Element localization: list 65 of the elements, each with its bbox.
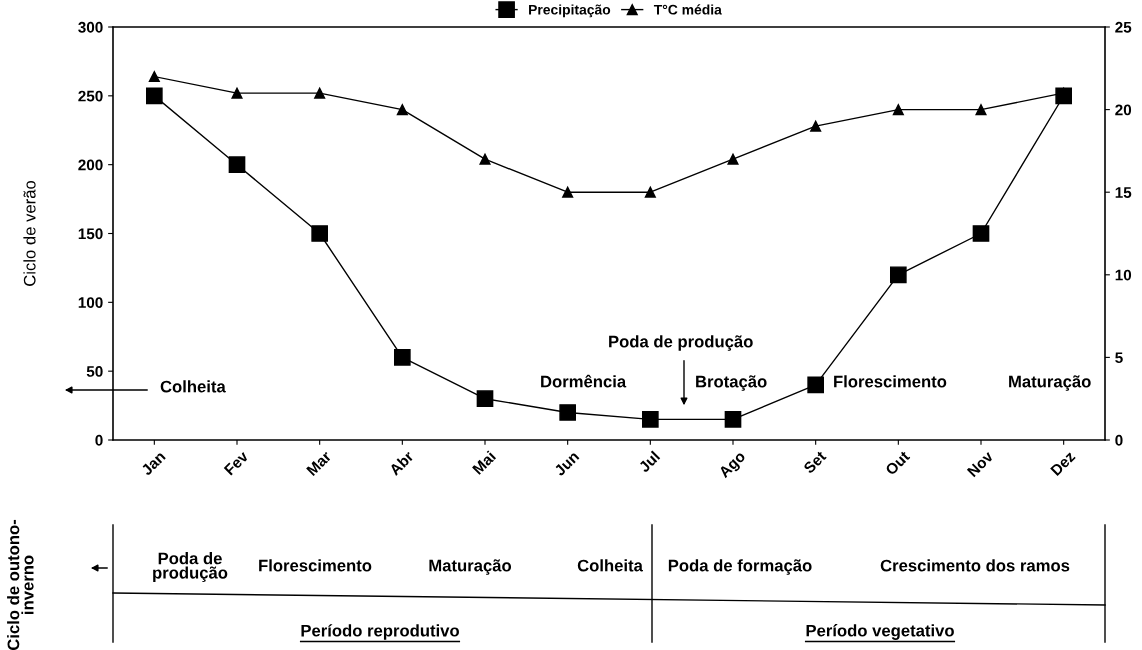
text: Poda de formação [668,559,812,575]
x-tick-label: Mai [471,450,497,475]
point [644,186,656,198]
y2-tick-label: 10 [1115,269,1132,281]
y-tick-label: 0 [95,434,103,446]
point [476,390,494,408]
y2-tick-label: 0 [1115,434,1123,446]
point [314,87,326,99]
legend-label: Precipitação [529,4,611,18]
point [559,404,577,421]
annotation: Poda de produção [609,335,753,351]
annotation: Brotação [696,375,767,391]
point [479,153,491,165]
point [641,411,659,428]
point [892,104,904,116]
y-axis-title: Ciclo de verão [23,180,36,286]
x-tick-label: Jul [637,450,661,474]
x-tick-label: Nov [966,450,995,478]
point [807,376,825,394]
point [148,71,160,83]
point [145,87,163,105]
text: Colheita [577,559,643,572]
annotation: Florescimento [834,375,947,388]
point [231,87,243,99]
x-tick-label: Dez [1050,450,1076,477]
point [972,225,990,242]
annotation: Colheita [160,380,226,393]
point [562,186,574,198]
point [311,225,329,242]
point [393,349,411,366]
x-tick-label: Jun [553,450,580,477]
text: Período reprodutivo [301,624,459,640]
text: Período vegetativo [806,624,954,640]
y2-tick-label: 15 [1115,187,1132,198]
x-tick-label: Jan [140,450,166,477]
y-tick-label: 200 [78,159,103,171]
text: Poda de produção [153,552,228,582]
point [810,120,822,132]
point [727,153,739,165]
x-tick-label: Fev [223,450,250,476]
text: Maturação [429,559,512,575]
point [228,156,246,174]
text: Florescimento [259,559,372,572]
point [724,411,742,428]
point [396,104,408,116]
legend-label: T°C média [653,4,722,15]
x-tick-label: Set [802,450,827,475]
annotation: Maturação [1009,375,1091,391]
y2-tick-label: 25 [1115,21,1132,33]
text: Crescimento dos ramos [880,559,1070,572]
point [889,266,907,284]
text: Ciclo de outono- inverno [7,519,34,650]
x-tick-label: Ago [718,450,749,481]
y-tick-label: 150 [78,228,103,240]
y-tick-label: 250 [78,90,103,102]
y2-tick-label: 20 [1115,104,1132,116]
y-tick-label: 50 [86,366,103,377]
x-tick-label: Mar [306,450,333,477]
x-tick-label: Out [884,450,911,476]
annotation: Dormência [541,374,627,388]
point [975,104,987,116]
y-tick-label: 100 [78,297,103,309]
y-tick-label: 300 [78,21,103,33]
x-tick-label: Abr [388,449,415,476]
y2-tick-label: 5 [1115,352,1123,364]
